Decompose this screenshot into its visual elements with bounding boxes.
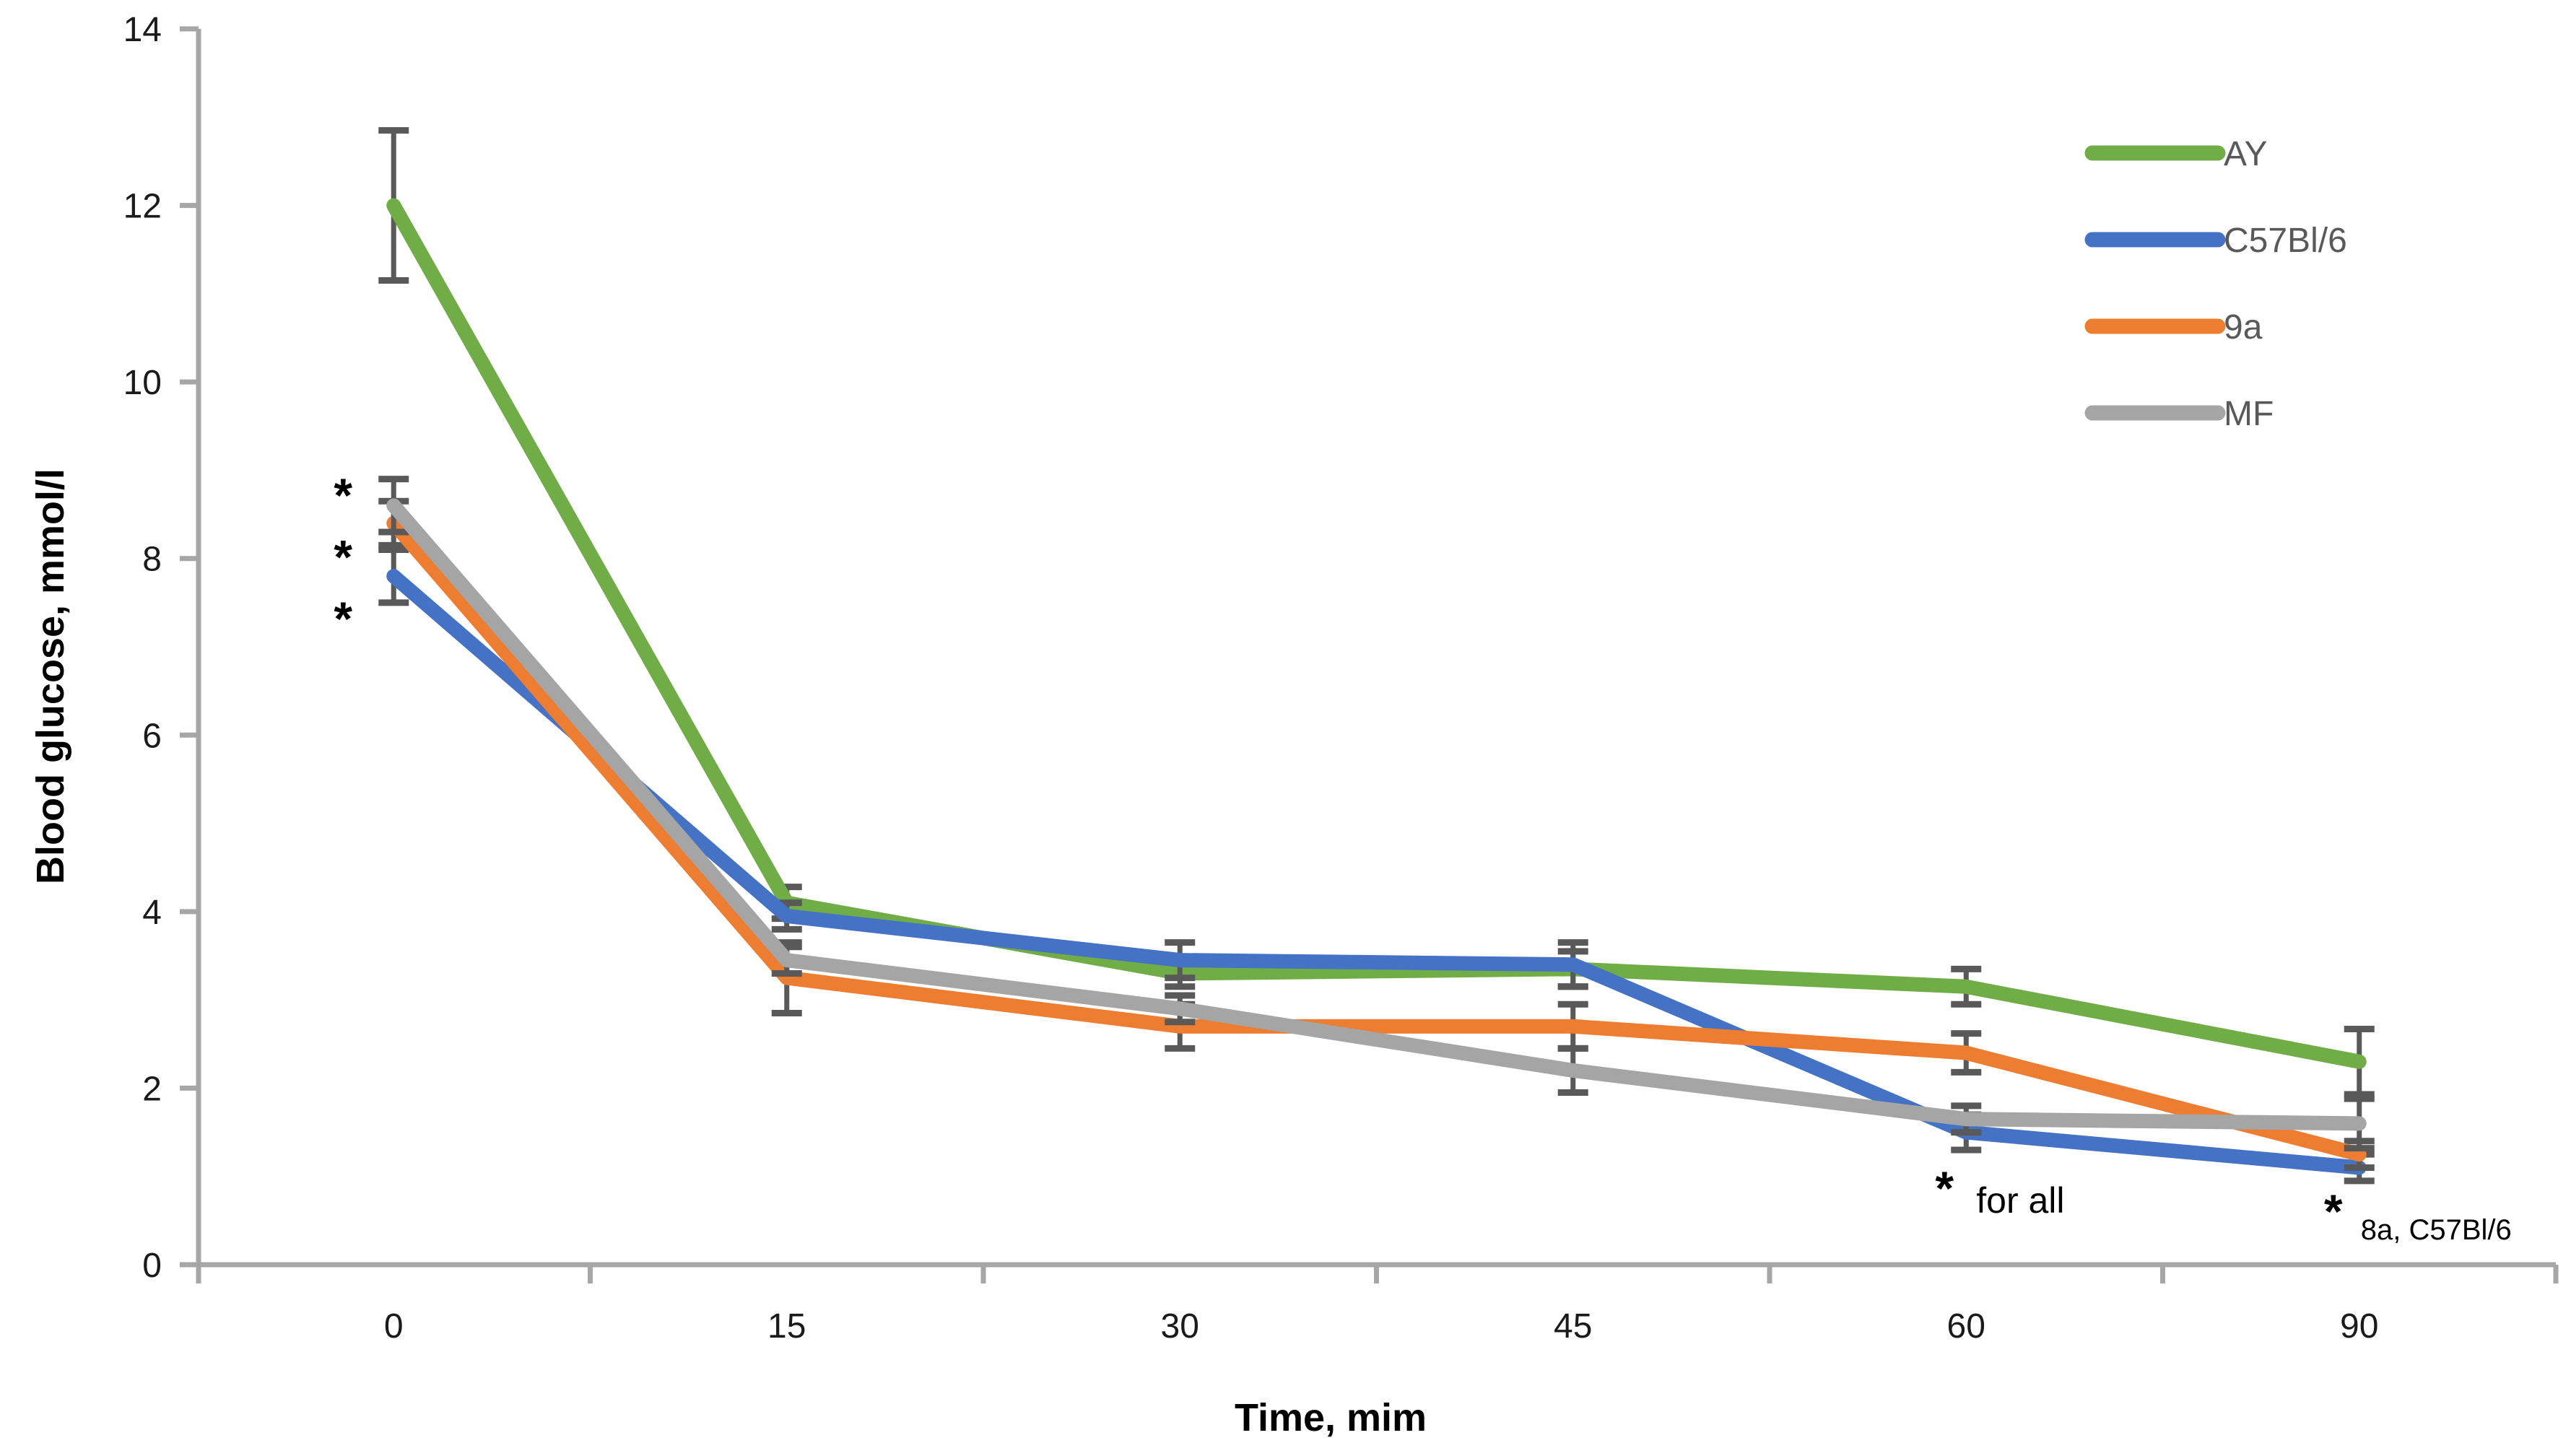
y-axis-title: Blood glucose, mmol/l [29,468,72,884]
series-line-9a [386,515,2367,1162]
legend-item-ay: AY [2084,135,2267,173]
x-tick-label: 15 [767,1307,806,1346]
x-tick-label: 30 [1161,1307,1199,1346]
note-90-text: 8a, C57Bl/6 [2361,1214,2512,1246]
x-tick-label: 90 [2340,1307,2378,1346]
note-60-asterisk: * [1935,1161,1954,1215]
significance-asterisk: * [334,530,352,583]
y-tick-label: 14 [123,11,162,49]
legend-label: MF [2224,395,2274,433]
legend-label: 9a [2224,308,2263,346]
x-tick-label: 0 [384,1307,404,1346]
plot-area: 0 2 4 6 8 10 12 14 0 15 30 45 60 90 AY C57Bl/6 9a MF * * * * f… [123,11,2559,1346]
legend-item-mf: MF [2084,395,2274,433]
series-ay [378,127,2375,1098]
series-line-ay [386,198,2367,1069]
y-tick-label: 4 [142,894,162,932]
significance-asterisk: * [334,592,352,645]
legend-item-9a: 9a [2084,308,2263,346]
y-tick-label: 8 [142,541,162,579]
note-90-asterisk: * [2324,1185,2343,1238]
legend-label: C57Bl/6 [2224,222,2347,260]
y-tick-label: 6 [142,717,162,755]
series-mf [378,476,2375,1152]
x-axis-title: Time, mim [1235,1396,1427,1439]
significance-asterisk: * [334,468,352,522]
series-line-c57bl-6 [386,569,2367,1175]
y-tick-label: 2 [142,1070,162,1108]
y-tick-label: 12 [123,188,162,226]
y-tick-label: 0 [142,1247,162,1285]
legend-item-c57bl-6: C57Bl/6 [2084,222,2347,260]
note-60-text: for all [1976,1180,2064,1221]
y-tick-label: 10 [123,364,162,402]
x-tick-label: 45 [1554,1307,1592,1346]
x-tick-label: 60 [1947,1307,1985,1346]
legend-label: AY [2224,135,2267,173]
series-line-mf [386,498,2367,1131]
